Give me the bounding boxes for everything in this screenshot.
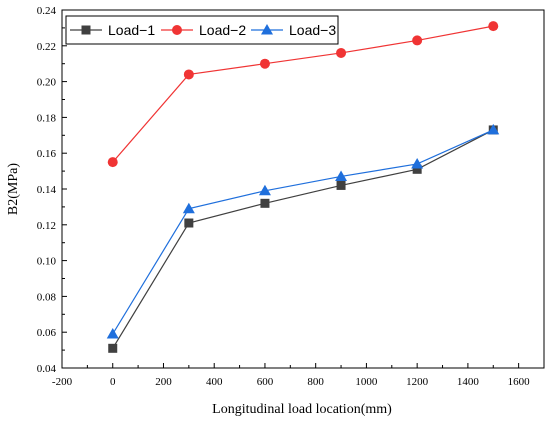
legend-box xyxy=(65,15,339,45)
series-1 xyxy=(108,125,498,353)
x-tick-label: 800 xyxy=(307,376,324,388)
data-point xyxy=(108,343,118,353)
data-point xyxy=(336,180,346,190)
y-tick-label: 0.06 xyxy=(37,327,57,339)
y-axis: 0.04 0.06 0.08 0.10 0.12 0.14 0.16 0.18 0.20 0.22… xyxy=(37,5,67,375)
x-tick-label: 1200 xyxy=(406,376,429,388)
data-point xyxy=(107,157,118,168)
y-tick-label: 0.24 xyxy=(37,5,57,17)
y-tick-label: 0.12 xyxy=(37,220,56,232)
data-point xyxy=(336,47,347,58)
data-point xyxy=(412,164,422,174)
legend-marker xyxy=(261,24,273,35)
x-tick-label: -200 xyxy=(52,376,73,388)
data-point xyxy=(411,157,424,169)
plot-frame xyxy=(61,9,545,369)
x-axis-title: Longitudinal load location(mm) xyxy=(212,402,392,417)
legend-item: Load−3 xyxy=(251,22,336,38)
legend-label: Load−1 xyxy=(108,22,155,38)
data-point xyxy=(183,69,194,80)
y-tick-label: 0.16 xyxy=(37,148,57,160)
data-point xyxy=(106,327,119,339)
y-tick-label: 0.14 xyxy=(37,184,57,196)
y-tick-label: 0.04 xyxy=(37,363,57,375)
y-tick-label: 0.18 xyxy=(37,112,57,124)
y-tick-label: 0.10 xyxy=(37,256,57,268)
x-tick-label: 1000 xyxy=(355,376,378,388)
legend-item: Load−1 xyxy=(70,22,155,38)
series-layer xyxy=(106,21,500,353)
data-point xyxy=(487,123,500,135)
legend-item: Load−2 xyxy=(161,22,246,38)
y-tick-label: 0.08 xyxy=(37,291,57,303)
data-point xyxy=(412,35,423,46)
data-point xyxy=(488,21,499,32)
legend-marker xyxy=(172,25,182,35)
x-axis: -200 0 200 400 600 800 1000 1200 1400 1600 xyxy=(52,363,530,388)
x-tick-label: 600 xyxy=(257,376,274,388)
data-point xyxy=(184,218,194,228)
series-line xyxy=(112,25,494,163)
series-3 xyxy=(106,123,500,339)
data-point xyxy=(258,184,271,196)
data-point xyxy=(335,170,348,181)
y-tick-label: 0.20 xyxy=(37,77,57,89)
series-line xyxy=(112,129,494,349)
data-point xyxy=(182,202,195,214)
x-tick-label: 400 xyxy=(206,376,223,388)
y-axis-title: B2(MPa) xyxy=(6,163,21,215)
series-line xyxy=(112,129,494,335)
legend-label: Load−2 xyxy=(199,22,246,38)
x-tick-label: 1600 xyxy=(508,376,531,388)
x-tick-label: 1400 xyxy=(457,376,480,388)
series-2 xyxy=(107,21,499,168)
legend: Load−1 Load−2 Load−3 xyxy=(65,15,339,45)
legend-marker xyxy=(81,25,91,35)
y-tick-label: 0.22 xyxy=(37,41,56,53)
x-tick-label: 0 xyxy=(110,376,116,388)
data-point xyxy=(259,58,270,69)
legend-label: Load−3 xyxy=(289,22,336,38)
data-point xyxy=(260,198,270,208)
x-tick-label: 200 xyxy=(155,376,172,388)
